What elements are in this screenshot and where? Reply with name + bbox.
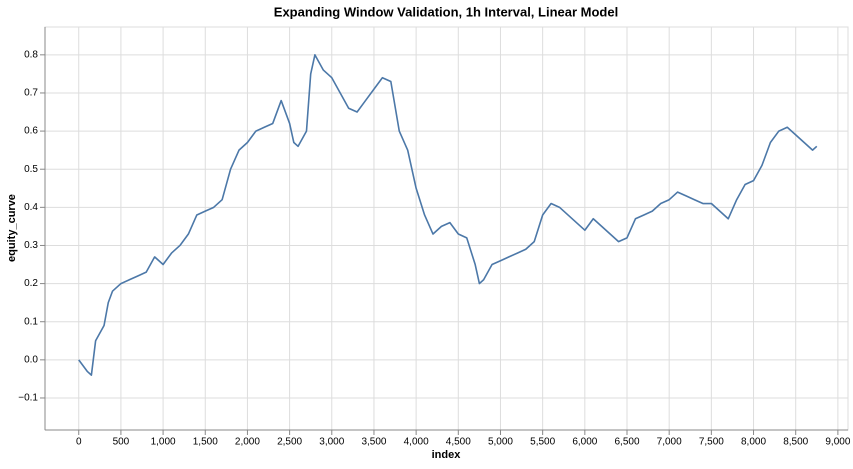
- x-tick-label: 5,500: [530, 437, 555, 448]
- y-tick-label: 0.7: [24, 88, 38, 99]
- x-tick-label: 8,500: [783, 437, 808, 448]
- x-tick-label: 7,000: [657, 437, 682, 448]
- plot-frame: [44, 26, 849, 431]
- y-tick-label: 0.1: [24, 316, 38, 327]
- line-series: [78, 54, 818, 376]
- x-tick-label: 5,000: [488, 437, 513, 448]
- x-axis-title: index: [432, 449, 462, 461]
- x-tick-label: 9,000: [825, 437, 850, 448]
- x-tick-label: 1,000: [151, 437, 176, 448]
- y-tick-label: 0.6: [24, 126, 38, 137]
- x-tick-label: 1,500: [193, 437, 218, 448]
- y-tick-label: 0.4: [24, 202, 38, 213]
- x-tick-label: 2,500: [277, 437, 302, 448]
- y-tick-label: 0.2: [24, 278, 38, 289]
- y-tick-label: 0.8: [24, 49, 38, 60]
- x-tick-label: 2,000: [235, 437, 260, 448]
- x-tick-label: 4,500: [446, 437, 471, 448]
- x-tick-label: 3,500: [361, 437, 386, 448]
- y-tick-label: 0.0: [24, 354, 38, 365]
- chart-title: Expanding Window Validation, 1h Interval…: [274, 4, 618, 19]
- x-tick-label: 4,000: [404, 437, 429, 448]
- y-axis-title: equity_curve: [6, 194, 18, 262]
- x-tick-label: 6,500: [614, 437, 639, 448]
- y-tick-label: 0.3: [24, 240, 38, 251]
- y-tick-label: 0.5: [24, 164, 38, 175]
- x-tick-label: 0: [76, 437, 82, 448]
- x-tick-label: 7,500: [699, 437, 724, 448]
- x-tick-label: 8,000: [741, 437, 766, 448]
- x-tick-label: 500: [113, 437, 130, 448]
- x-tick-label: 6,000: [572, 437, 597, 448]
- x-tick-label: 3,000: [319, 437, 344, 448]
- y-tick-label: −0.1: [18, 393, 38, 404]
